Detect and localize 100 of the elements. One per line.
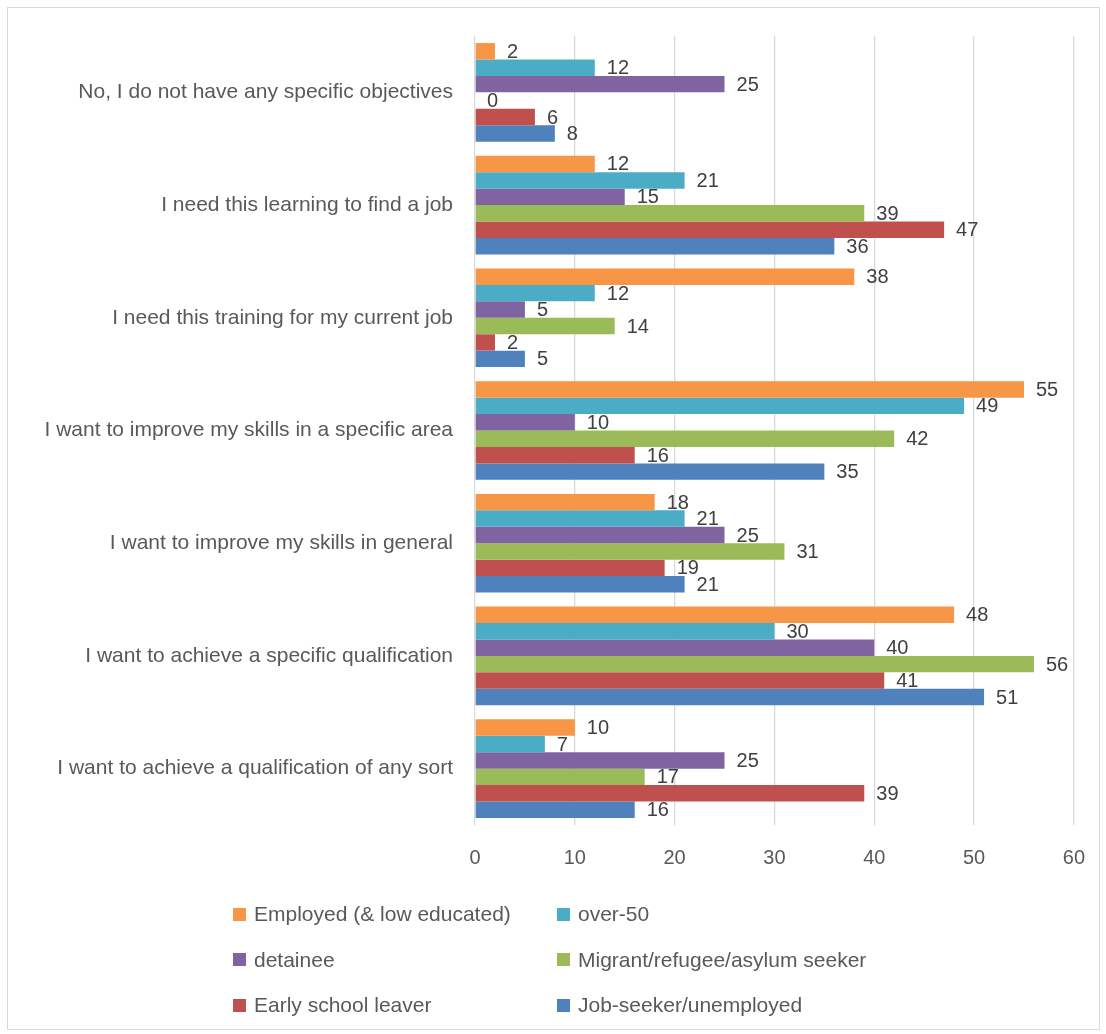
data-label: 12 (606, 152, 630, 175)
data-label: 51 (996, 685, 1019, 708)
data-label: 21 (696, 168, 719, 191)
y-tick-label: I want to improve my skills in general (109, 530, 453, 554)
bar (475, 446, 635, 464)
y-tick-label: No, I do not have any specific objectives (78, 79, 453, 103)
data-label: 17 (656, 765, 679, 788)
bar (475, 59, 595, 76)
data-label: 0 (487, 89, 499, 112)
bar (475, 414, 575, 431)
data-label: 40 (886, 636, 909, 659)
x-tick-label: 50 (962, 845, 986, 868)
bar (475, 752, 725, 769)
data-label: 38 (866, 265, 889, 288)
x-tick-label: 60 (1062, 845, 1085, 868)
bar (475, 526, 725, 544)
data-label: 5 (536, 298, 549, 321)
data-label: 49 (976, 394, 999, 417)
data-label: 19 (676, 556, 699, 579)
bar (475, 430, 895, 447)
data-label: 31 (796, 539, 819, 562)
bar (475, 719, 575, 736)
bar (475, 284, 595, 302)
data-label: 15 (636, 185, 659, 208)
legend-label: Migrant/refugee/asylum seeker (578, 947, 867, 972)
legend-label: Employed (& low educated) (254, 902, 511, 926)
data-label: 47 (956, 218, 979, 241)
bar (475, 188, 625, 206)
bar (475, 639, 875, 656)
data-label: 39 (876, 781, 899, 804)
bar (475, 785, 865, 802)
bar (475, 172, 685, 189)
bar (475, 559, 665, 577)
data-label: 14 (626, 314, 649, 337)
y-tick-label: I want to achieve a qualification of any sort (57, 755, 454, 779)
bar (475, 655, 1034, 673)
data-label: 25 (736, 523, 759, 546)
x-tick-label: 30 (763, 845, 786, 868)
data-label: 10 (586, 410, 610, 433)
data-label: 16 (646, 798, 669, 821)
bar (475, 75, 725, 93)
data-label: 2 (506, 39, 519, 62)
y-tick-label: I want to achieve a specific qualification (85, 642, 453, 666)
x-tick-label: 0 (469, 845, 481, 868)
x-tick-label: 10 (563, 845, 586, 868)
bar (475, 493, 655, 511)
x-tick-label: 20 (663, 845, 686, 868)
legend-label: detainee (254, 947, 335, 972)
data-label: 21 (696, 507, 719, 530)
data-label: 48 (966, 603, 989, 626)
bar (475, 317, 615, 335)
data-label: 2 (506, 330, 519, 353)
data-label: 35 (836, 460, 859, 483)
data-label: 12 (606, 281, 630, 304)
x-tick-label: 40 (863, 845, 886, 868)
data-label: 7 (556, 732, 568, 755)
bar (475, 125, 555, 142)
bar (475, 43, 495, 60)
bar (475, 237, 835, 255)
bar (475, 397, 965, 415)
data-label: 25 (736, 72, 759, 95)
bar (475, 268, 855, 285)
bar (475, 463, 825, 480)
legend-label: over-50 (578, 902, 650, 926)
data-label: 10 (586, 716, 610, 739)
bar (475, 623, 775, 640)
data-label: 30 (786, 619, 809, 642)
data-label: 41 (896, 669, 919, 692)
bar (475, 381, 1024, 398)
bar (475, 768, 645, 786)
data-label: 42 (906, 427, 929, 450)
data-label: 8 (566, 121, 578, 144)
bar (475, 301, 525, 318)
data-label: 56 (1045, 652, 1069, 675)
bar (475, 350, 525, 368)
data-label: 21 (696, 572, 719, 595)
bar (475, 576, 685, 593)
data-label: 16 (646, 443, 669, 466)
legend-label: Early school leaver (254, 993, 432, 1017)
data-label: 5 (536, 347, 549, 370)
data-label: 25 (736, 748, 759, 771)
data-label: 18 (666, 490, 689, 513)
bar (475, 108, 535, 126)
bar (475, 672, 885, 689)
legend-label: Job-seeker/unemployed (578, 993, 803, 1017)
data-label: 36 (846, 234, 869, 257)
data-label: 12 (606, 56, 630, 79)
y-tick-label: I want to improve my skills in a specific area (44, 417, 454, 441)
bar (475, 155, 595, 173)
bar (475, 205, 865, 222)
bar (475, 543, 785, 560)
data-label: 55 (1035, 377, 1059, 400)
bar (475, 510, 685, 527)
bar (475, 688, 985, 706)
data-label: 39 (876, 201, 899, 224)
y-tick-label: I need this learning to find a job (161, 191, 453, 215)
bar (475, 606, 955, 624)
bar (475, 735, 545, 753)
bar (475, 801, 635, 818)
data-label: 6 (546, 105, 559, 128)
